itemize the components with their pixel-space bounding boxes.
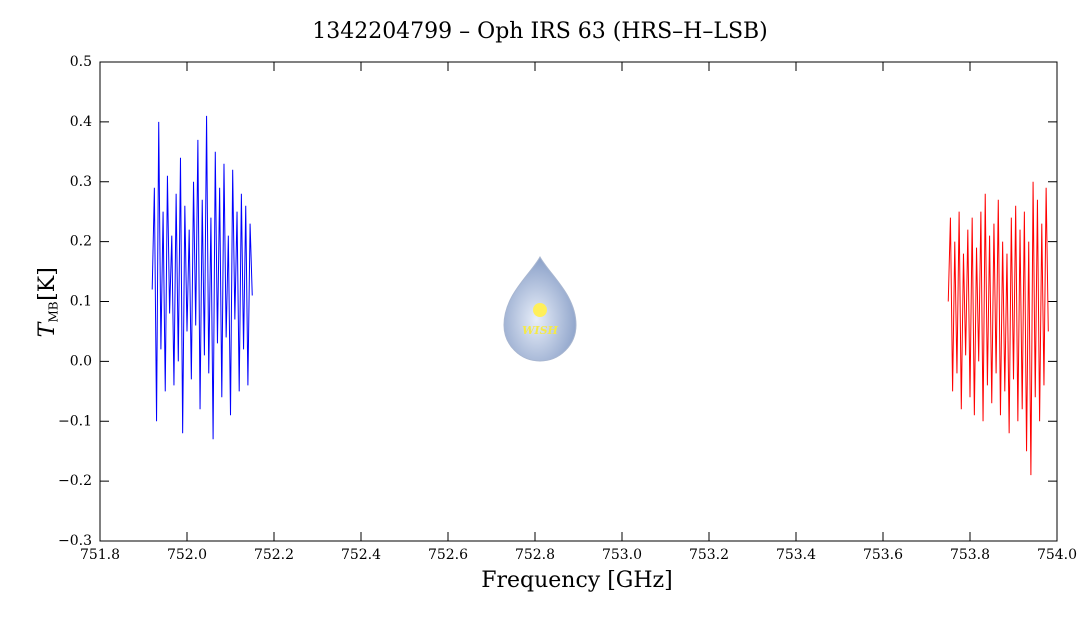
y-label-sub: MB xyxy=(47,301,61,322)
spectrum-line xyxy=(947,181,1049,476)
y-tick-label: −0.2 xyxy=(58,473,92,489)
x-tick-label: 752.4 xyxy=(341,547,381,563)
y-axis-label: T MB [K] xyxy=(35,267,61,337)
y-tick-label: 0.2 xyxy=(70,234,92,250)
y-tick-label: 0.0 xyxy=(70,353,92,369)
y-tick-label: 0.1 xyxy=(70,294,92,310)
x-tick-label: 751.8 xyxy=(80,547,120,563)
x-tick-label: 752.6 xyxy=(428,547,468,563)
y-tick-label: 0.5 xyxy=(70,54,92,70)
x-tick-label: 752.8 xyxy=(515,547,555,563)
logo: WISH xyxy=(503,255,577,362)
x-tick-label: 752.0 xyxy=(167,547,207,563)
plot-frame xyxy=(99,61,1058,542)
spectrum-line xyxy=(151,115,253,440)
logo-star xyxy=(533,303,547,317)
y-label-unit: [K] xyxy=(35,267,60,301)
y-label-main: T xyxy=(35,320,60,337)
y-tick-label: −0.1 xyxy=(58,413,92,429)
logo-text: WISH xyxy=(522,324,558,337)
x-tick-label: 753.2 xyxy=(689,547,729,563)
y-tick-label: −0.3 xyxy=(58,533,92,549)
x-tick-label: 753.0 xyxy=(602,547,642,563)
x-tick-label: 753.6 xyxy=(863,547,903,563)
y-tick-label: 0.3 xyxy=(70,174,92,190)
x-tick-label: 753.8 xyxy=(950,547,990,563)
x-tick-label: 753.4 xyxy=(776,547,816,563)
y-tick-label: 0.4 xyxy=(70,114,92,130)
x-axis-label: Frequency [GHz] xyxy=(481,568,673,593)
chart-title: 1342204799 – Oph IRS 63 (HRS–H–LSB) xyxy=(312,19,768,44)
x-tick-label: 754.0 xyxy=(1037,547,1077,563)
x-tick-label: 752.2 xyxy=(254,547,294,563)
